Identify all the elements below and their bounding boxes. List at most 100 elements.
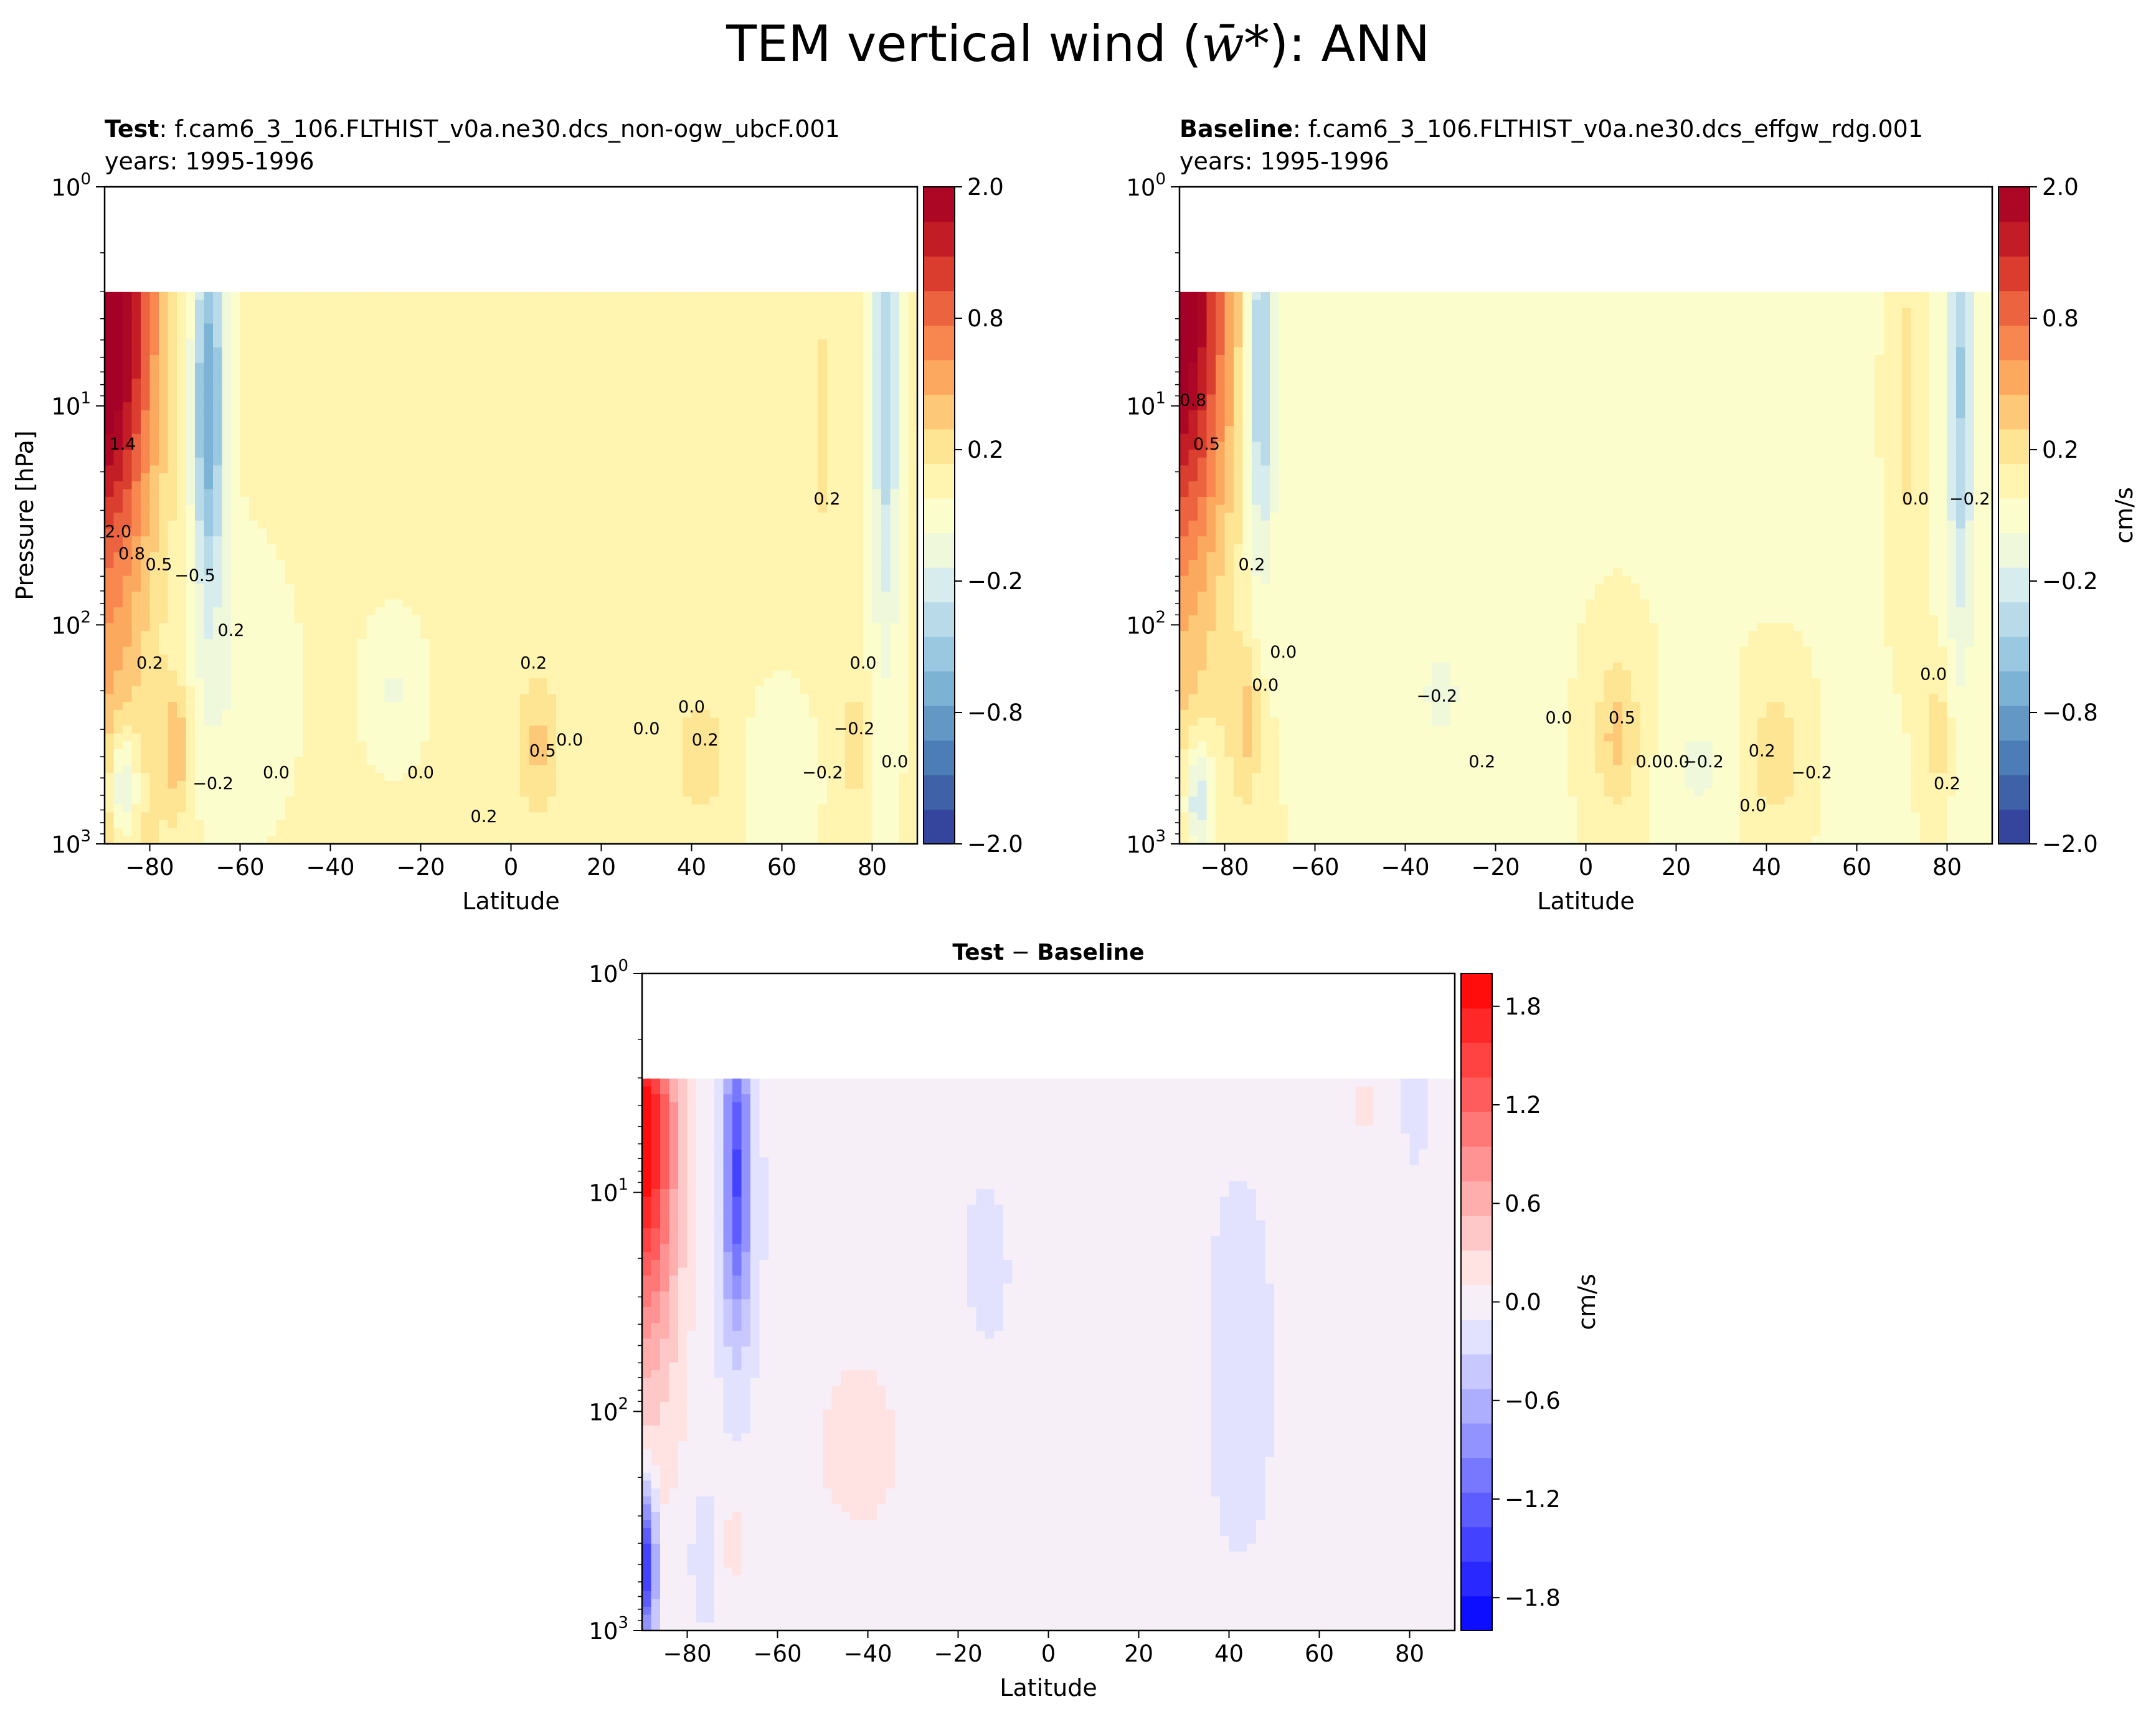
contour-label: 0.5 [529,741,556,760]
colorbar-band [1998,394,2030,430]
x-tick-label: −60 [215,854,264,881]
colorbar-tick-label: 1.2 [1505,1092,1541,1119]
colorbar-band [1461,1492,1492,1528]
contour-label: 0.2 [1239,555,1265,574]
colorbar-band [1998,359,2030,395]
y-tick-label: 102 [1126,608,1166,639]
x-tick-label: −20 [396,854,445,881]
colorbar-band [1998,809,2030,844]
x-tick-label: −60 [753,1640,801,1667]
x-tick-label: −60 [1290,854,1339,881]
colorbar-band [1461,973,1492,1009]
colorbar-band [1998,256,2030,291]
colorbar-band [1461,1457,1492,1493]
x-tick-label: −40 [306,854,354,881]
colorbar-band [924,774,955,810]
contour-label: 0.0 [678,698,705,717]
colorbar-band [1461,1215,1492,1251]
colorbar-band [924,359,955,395]
colorbar-tick-label: 2.0 [2042,174,2079,201]
y-axis-label: Pressure [hPa] [11,430,39,600]
y-tick-label: 101 [51,389,91,420]
colorbar-band [1461,1319,1492,1355]
x-tick-label: 40 [1752,854,1781,881]
contour-label: 0.2 [471,807,498,826]
contour-label: 0.5 [1609,709,1635,728]
y-tick-label: 100 [589,957,628,988]
contour-label: 0.2 [1468,752,1495,772]
colorbar-tick-label: −0.8 [2042,699,2098,726]
x-tick-label: −40 [1381,854,1429,881]
y-tick-label: 101 [1126,389,1166,420]
colorbar-band [1461,1596,1492,1631]
colorbar-band [1461,1353,1492,1389]
colorbar-band [1998,636,2030,672]
colorbar-band [1998,671,2030,706]
colorbar-band [1998,428,2030,465]
panel-title: Baseline: f.cam6_3_106.FLTHIST_v0a.ne30.… [1180,115,1923,143]
contour-label: −0.2 [1683,752,1724,772]
colorbar-band [924,636,955,672]
contour-label: −0.2 [834,719,875,739]
contour-label: 0.0 [1920,665,1947,684]
colorbar-band [1998,221,2030,257]
colorbar-band [924,809,955,844]
colorbar-tick-label: 0.0 [1505,1289,1541,1316]
colorbar-tick-label: −2.0 [967,831,1023,858]
colorbar-label: cm/s [2111,487,2138,544]
contour-label: 0.0 [1902,490,1929,509]
x-tick-label: 80 [858,854,887,881]
colorbar-tick-label: −0.2 [2042,568,2098,595]
contour-label: 0.0 [633,719,660,739]
x-tick-label: 20 [1662,854,1691,881]
x-tick-label: 20 [1124,1640,1153,1667]
y-tick-label: 103 [589,1614,628,1645]
x-tick-label: 80 [1395,1640,1424,1667]
contour-label: 0.0 [263,764,290,783]
difference-panel: Test − Baseline −80 −60 −40 −20 0 20 40 60 80 Lati… [589,940,1600,1701]
x-tick-label: 80 [1932,854,1962,881]
panel-subtitle: years: 1995-1996 [105,148,314,175]
x-tick-label: 60 [767,854,797,881]
colorbar-band [1998,740,2030,775]
x-tick-label: 0 [1579,854,1594,881]
colorbar-tick-label: −1.8 [1505,1584,1561,1611]
colorbar-band [1998,498,2030,534]
colorbar-band [1461,1422,1492,1459]
colorbar-band [1998,602,2030,637]
colorbar-band [1461,1181,1492,1216]
x-tick-label: 0 [1041,1640,1056,1667]
colorbar-band [1998,774,2030,810]
colorbar-tick-label: 0.8 [2042,305,2079,332]
x-tick-label: −20 [1471,854,1520,881]
colorbar-band [1998,325,2030,361]
contour-label: 0.0 [850,654,877,673]
y-tick-label: 100 [51,170,91,201]
colorbar-band [924,532,955,568]
x-tick-label: 0 [504,854,519,881]
x-tick-label: 60 [1842,854,1871,881]
colorbar-tick-label: 2.0 [967,174,1004,201]
x-tick-label: −80 [663,1640,711,1667]
y-tick-label: 102 [51,608,91,639]
colorbar-tick-label: 0.8 [967,305,1004,332]
colorbar-band [924,221,955,257]
colorbar-band [1461,1077,1492,1112]
colorbar-band [924,428,955,465]
contour-label: 0.8 [1180,391,1206,410]
contour-label: 0.0 [1739,796,1766,815]
contour-label: 0.0 [556,731,583,750]
colorbar-band [924,463,955,499]
colorbar-band [924,740,955,775]
y-tick-label: 101 [589,1176,628,1207]
contour-label: 0.2 [520,654,547,673]
y-tick-label: 103 [51,827,91,858]
colorbar-label: cm/s [1573,1274,1600,1330]
contour-label: 0.0 [1663,752,1690,772]
colorbar-tick-label: 0.2 [967,437,1004,463]
contour-label: 0.0 [1636,752,1663,772]
colorbar-tick-label: −1.2 [1505,1486,1561,1513]
contour-label: 1.4 [110,435,136,454]
x-tick-label: −40 [843,1640,892,1667]
colorbar-band [1998,290,2030,326]
